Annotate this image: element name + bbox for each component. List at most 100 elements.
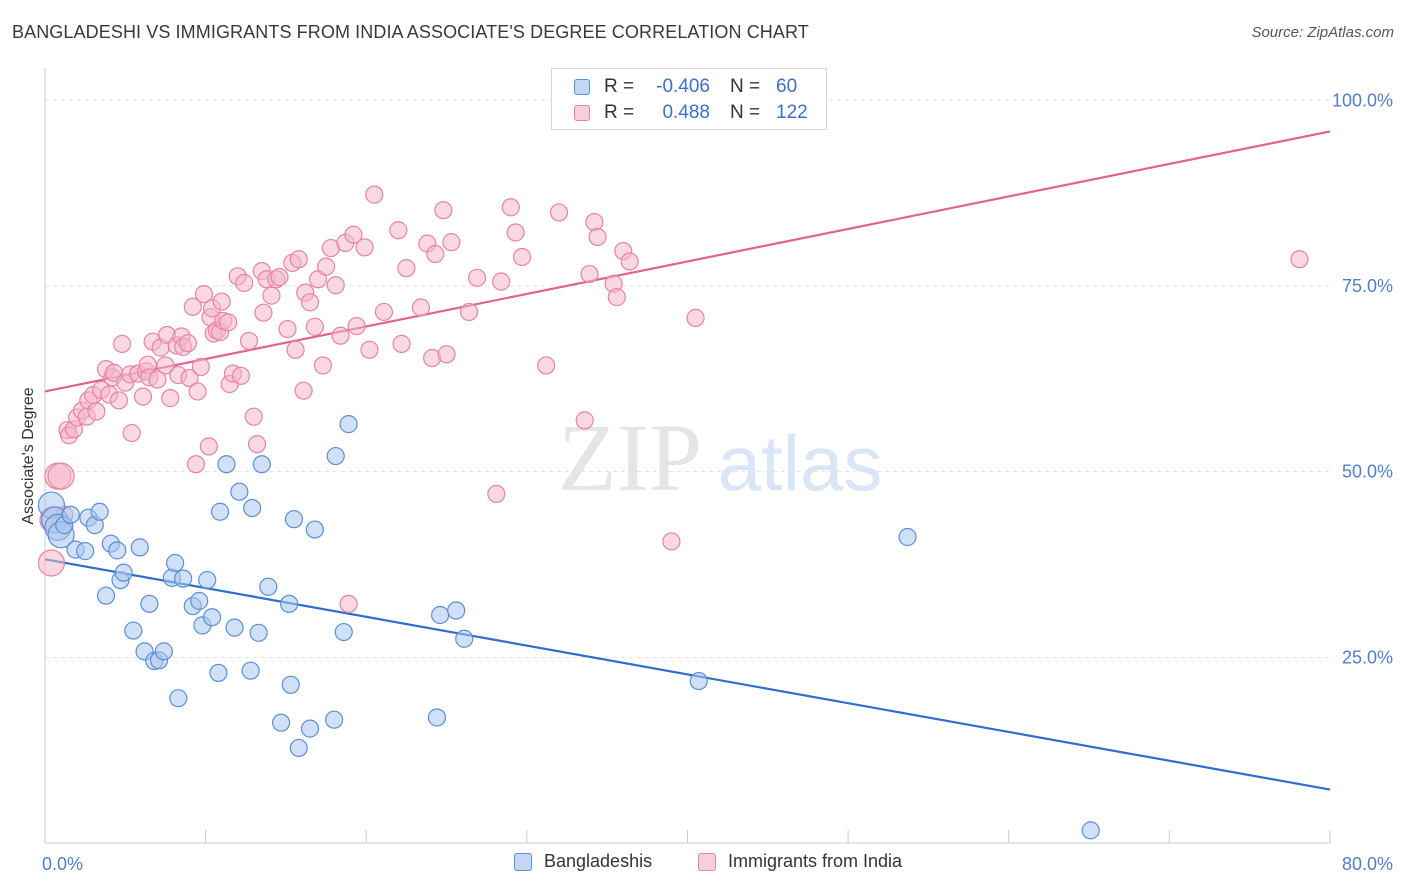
- data-point: [325, 710, 344, 729]
- data-point: [225, 618, 244, 637]
- data-point: [230, 482, 249, 501]
- y-tick-label: 50.0%: [1342, 462, 1393, 482]
- data-point: [252, 455, 271, 474]
- data-point: [427, 708, 447, 727]
- data-point: [686, 308, 705, 327]
- y-tick-label: 75.0%: [1342, 276, 1393, 296]
- data-point: [284, 510, 304, 529]
- data-point: [339, 415, 358, 434]
- trend-line: [44, 130, 1331, 393]
- data-point: [431, 605, 450, 625]
- data-point: [270, 267, 289, 287]
- legend-n-value: 122: [776, 102, 808, 123]
- data-point: [109, 391, 128, 410]
- trend-lines: [44, 130, 1331, 791]
- data-point: [326, 446, 345, 466]
- data-point: [347, 316, 366, 336]
- data-point: [161, 389, 180, 408]
- legend-swatch-pink: [574, 105, 590, 121]
- chart-title: BANGLADESHI VS IMMIGRANTS FROM INDIA ASS…: [12, 22, 809, 42]
- data-point: [487, 484, 506, 504]
- data-point: [434, 201, 453, 220]
- data-point: [294, 381, 313, 400]
- data-point: [180, 368, 199, 388]
- data-point: [244, 407, 263, 426]
- data-point: [278, 319, 297, 339]
- data-point: [588, 227, 607, 247]
- data-point: [188, 382, 207, 401]
- data-point: [316, 257, 336, 276]
- data-point: [455, 629, 474, 648]
- data-point: [300, 293, 320, 312]
- x-tick-label: 0.0%: [42, 854, 83, 874]
- data-point: [374, 302, 394, 322]
- data-point: [467, 268, 487, 287]
- legend-swatch-pink: [698, 852, 716, 871]
- data-point: [392, 334, 411, 353]
- legend-r-label: R =: [604, 76, 635, 97]
- data-point: [411, 298, 430, 317]
- data-point: [231, 366, 251, 385]
- data-point: [447, 601, 466, 620]
- data-point: [247, 435, 267, 454]
- data-point: [607, 288, 626, 307]
- data-point: [241, 661, 260, 680]
- data-point: [272, 713, 291, 732]
- y-tick-label: 25.0%: [1342, 647, 1393, 667]
- data-point: [122, 423, 141, 443]
- data-point: [239, 331, 259, 351]
- legend-row-bangladeshis: R = -0.406 N = 60: [574, 74, 797, 100]
- data-point: [397, 259, 416, 278]
- data-point: [331, 326, 350, 345]
- data-point: [61, 505, 80, 524]
- data-point: [254, 303, 273, 322]
- data-point: [114, 563, 133, 582]
- trend-line: [44, 558, 1331, 791]
- data-point: [169, 689, 188, 708]
- data-point: [437, 345, 456, 364]
- correlation-legend: R = -0.406 N = 60 R = 0.488 N = 122: [551, 68, 827, 130]
- data-point: [334, 622, 353, 642]
- data-point: [194, 285, 214, 304]
- data-point: [286, 340, 305, 359]
- data-point: [326, 276, 345, 295]
- data-point: [537, 356, 556, 375]
- legend-n-value: 60: [776, 76, 798, 97]
- data-point: [96, 586, 116, 605]
- watermark: ZIP atlas: [558, 404, 882, 511]
- legend-n-label: N =: [730, 76, 761, 97]
- y-axis-label: Associate's Degree: [20, 387, 37, 524]
- data-point: [76, 542, 95, 561]
- data-point: [620, 252, 639, 271]
- data-point: [235, 273, 254, 293]
- data-point: [365, 185, 384, 204]
- series-immigrants-from-india: [37, 185, 1309, 613]
- data-point: [689, 671, 708, 691]
- legend-label-india: Immigrants from India: [728, 851, 903, 871]
- data-point: [212, 292, 231, 311]
- data-point: [87, 402, 106, 421]
- series-bangladeshis: [37, 415, 1100, 840]
- data-point: [199, 437, 218, 456]
- data-point: [313, 356, 332, 375]
- data-point: [47, 462, 75, 490]
- data-point: [154, 642, 173, 661]
- data-point: [512, 247, 532, 267]
- legend-label-bangladeshis: Bangladeshis: [544, 851, 653, 871]
- data-point: [459, 302, 479, 322]
- data-point: [217, 455, 236, 474]
- data-point: [243, 498, 262, 518]
- x-tick-label: 80.0%: [1342, 854, 1393, 874]
- data-point: [426, 244, 445, 264]
- data-point: [209, 663, 228, 683]
- data-point: [90, 502, 109, 521]
- legend-n-label: N =: [730, 102, 761, 123]
- watermark-atlas: atlas: [718, 419, 883, 507]
- chart-source: Source: ZipAtlas.com: [1251, 24, 1394, 41]
- data-point: [183, 297, 202, 316]
- legend-r-value: 0.488: [662, 102, 710, 123]
- y-tick-label: 100.0%: [1332, 90, 1393, 110]
- data-point: [501, 198, 520, 217]
- data-point: [148, 370, 167, 389]
